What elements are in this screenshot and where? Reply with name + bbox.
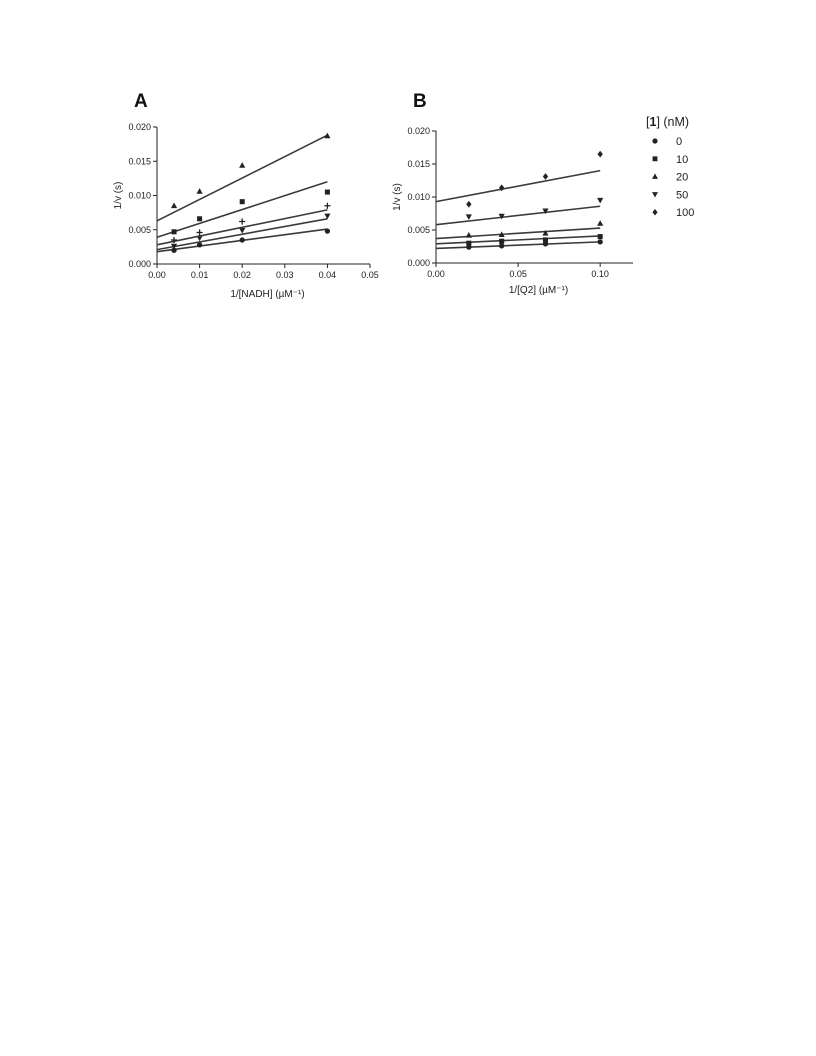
data-point-10 <box>171 229 177 235</box>
data-point-50 <box>465 214 472 221</box>
legend-label-10: 10 <box>676 154 688 166</box>
y-tick-label: 0.000 <box>128 259 151 269</box>
data-point-50 <box>597 197 604 204</box>
legend: [1] (nM) 0 10 20 50 100 <box>646 115 694 219</box>
fit-line-20 <box>435 227 601 240</box>
x-axis-title-panel-a: 1/[NADH] (µM⁻¹) <box>230 289 304 300</box>
fit-line-10 <box>435 235 601 245</box>
data-point-20 <box>597 220 604 226</box>
data-point-10 <box>324 189 330 195</box>
legend-title-prefix: [ <box>646 115 650 129</box>
data-point-20 <box>465 232 472 238</box>
data-point-unlabeled <box>324 202 331 209</box>
y-tick-label: 0.010 <box>407 192 430 202</box>
data-point-0 <box>597 239 603 245</box>
panel-b-label: B <box>413 91 427 112</box>
data-point-0 <box>324 228 331 234</box>
data-point-0 <box>239 237 245 243</box>
legend-title-suffix: ] (nM) <box>656 115 689 129</box>
fit-line-50 <box>435 205 601 226</box>
data-point-0 <box>171 247 177 253</box>
data-point-50 <box>542 208 549 215</box>
x-tick-label: 0.10 <box>591 269 609 279</box>
data-point-20 <box>239 162 246 168</box>
y-axis-title-panel-a: 1/v (s) <box>113 182 124 210</box>
data-point-unlabeled <box>239 218 246 225</box>
data-point-20 <box>542 230 549 236</box>
fit-line-100 <box>435 169 601 203</box>
legend-marker-10 <box>652 156 658 162</box>
data-point-20 <box>196 188 203 194</box>
fit-line-unlabeled <box>156 209 328 246</box>
legend-title-compound: 1 <box>649 115 656 129</box>
legend-title: [1] (nM) <box>646 115 689 129</box>
x-tick-label: 0.00 <box>148 270 166 280</box>
y-axis-title-panel-b: 1/v (s) <box>392 183 403 211</box>
y-tick-label: 0.020 <box>407 126 430 136</box>
fit-line-10 <box>156 181 328 239</box>
data-point-20 <box>498 231 505 237</box>
data-point-10 <box>239 199 245 205</box>
data-point-50 <box>170 243 178 250</box>
data-point-50 <box>239 228 246 234</box>
data-point-0 <box>499 243 505 249</box>
y-tick-label: 0.015 <box>407 159 430 169</box>
y-tick-label: 0.010 <box>128 191 151 201</box>
x-tick-label: 0.03 <box>276 270 294 280</box>
data-point-10 <box>542 237 549 243</box>
legend-label-0: 0 <box>676 136 682 148</box>
data-point-20 <box>170 202 178 209</box>
y-tick-label: 0.020 <box>128 122 151 132</box>
x-tick-label: 0.01 <box>191 270 209 280</box>
legend-label-100: 100 <box>676 207 694 219</box>
data-point-10 <box>197 216 203 222</box>
fit-line-50 <box>156 218 328 251</box>
y-tick-label: 0.000 <box>407 258 430 268</box>
data-point-20 <box>324 132 331 139</box>
chart-panel-a: 0.000 0.005 0.010 0.015 0.020 0.00 0.01 0.02 0.0… <box>113 122 379 300</box>
x-tick-label: 0.05 <box>361 270 379 280</box>
legend-marker-50 <box>652 192 658 198</box>
data-point-100 <box>499 184 505 192</box>
panel-a-label: A <box>134 91 148 112</box>
x-tick-label: 0.04 <box>319 270 337 280</box>
legend-marker-100 <box>652 208 658 216</box>
data-point-0 <box>196 242 203 248</box>
legend-marker-20 <box>652 173 658 179</box>
y-tick-label: 0.005 <box>128 225 151 235</box>
x-tick-label: 0.05 <box>509 269 527 279</box>
legend-marker-0 <box>652 138 658 144</box>
y-tick-label: 0.015 <box>128 156 151 166</box>
legend-label-50: 50 <box>676 189 688 201</box>
x-tick-label: 0.00 <box>427 269 445 279</box>
x-axis-title-panel-b: 1/[Q2] (µM⁻¹) <box>509 285 568 296</box>
data-point-0 <box>542 241 549 247</box>
data-point-10 <box>466 240 472 246</box>
data-point-0 <box>466 244 472 250</box>
data-point-unlabeled <box>170 236 178 244</box>
chart-panel-b: 0.000 0.005 0.010 0.015 0.020 0.00 0.05 0.10 1/[… <box>392 126 633 296</box>
y-tick-label: 0.005 <box>407 225 430 235</box>
data-point-50 <box>498 213 505 220</box>
legend-entries: 0 10 20 50 100 <box>652 136 694 219</box>
data-point-100 <box>597 150 603 158</box>
data-point-10 <box>499 238 505 244</box>
data-point-10 <box>597 234 603 240</box>
fit-line-0 <box>435 241 601 250</box>
data-point-100 <box>542 173 549 180</box>
legend-label-20: 20 <box>676 172 688 184</box>
x-tick-label: 0.02 <box>233 270 251 280</box>
data-point-100 <box>466 200 472 208</box>
data-point-unlabeled <box>196 229 203 236</box>
data-point-50 <box>324 213 331 220</box>
fit-line-20 <box>156 134 328 222</box>
